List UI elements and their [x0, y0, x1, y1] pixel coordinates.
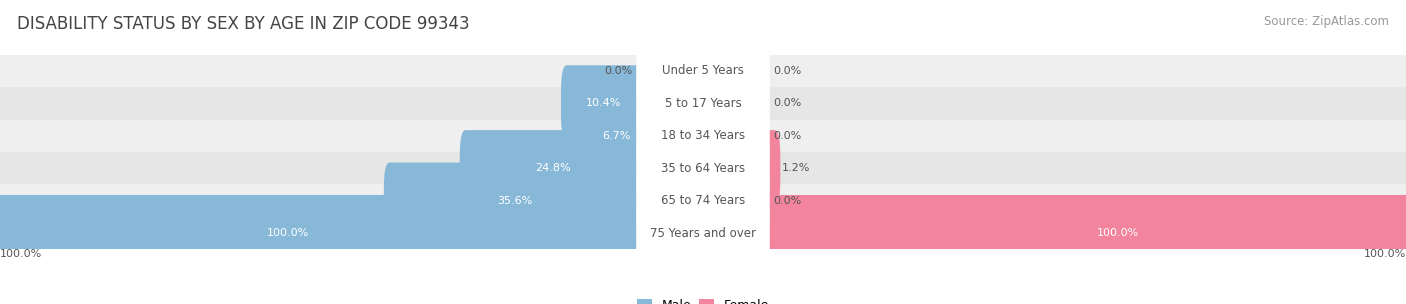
Bar — [0, 87, 1406, 119]
Bar — [0, 185, 1406, 217]
Text: 75 Years and over: 75 Years and over — [650, 226, 756, 240]
Text: 0.0%: 0.0% — [773, 131, 801, 141]
FancyBboxPatch shape — [637, 205, 770, 261]
Legend: Male, Female: Male, Female — [631, 294, 775, 304]
Text: 0.0%: 0.0% — [773, 66, 801, 76]
FancyBboxPatch shape — [761, 195, 1406, 271]
Bar — [0, 217, 1406, 249]
Text: 1.2%: 1.2% — [782, 163, 810, 173]
Text: 100.0%: 100.0% — [1364, 249, 1406, 259]
FancyBboxPatch shape — [384, 163, 645, 239]
FancyBboxPatch shape — [0, 195, 645, 271]
Text: 100.0%: 100.0% — [1097, 228, 1139, 238]
FancyBboxPatch shape — [588, 98, 645, 174]
FancyBboxPatch shape — [637, 75, 770, 132]
Text: Under 5 Years: Under 5 Years — [662, 64, 744, 78]
Text: 5 to 17 Years: 5 to 17 Years — [665, 97, 741, 110]
Text: 6.7%: 6.7% — [602, 131, 630, 141]
FancyBboxPatch shape — [561, 65, 645, 141]
Text: 35 to 64 Years: 35 to 64 Years — [661, 162, 745, 175]
FancyBboxPatch shape — [637, 172, 770, 229]
Text: 100.0%: 100.0% — [267, 228, 309, 238]
Text: 18 to 34 Years: 18 to 34 Years — [661, 129, 745, 142]
Text: 0.0%: 0.0% — [773, 196, 801, 206]
Text: 35.6%: 35.6% — [496, 196, 533, 206]
Text: 65 to 74 Years: 65 to 74 Years — [661, 194, 745, 207]
Bar — [0, 119, 1406, 152]
Bar — [0, 55, 1406, 87]
Bar — [0, 152, 1406, 185]
FancyBboxPatch shape — [637, 140, 770, 197]
FancyBboxPatch shape — [637, 107, 770, 164]
FancyBboxPatch shape — [637, 43, 770, 99]
Text: 0.0%: 0.0% — [773, 98, 801, 108]
Text: DISABILITY STATUS BY SEX BY AGE IN ZIP CODE 99343: DISABILITY STATUS BY SEX BY AGE IN ZIP C… — [17, 15, 470, 33]
Text: 100.0%: 100.0% — [0, 249, 42, 259]
Text: Source: ZipAtlas.com: Source: ZipAtlas.com — [1264, 15, 1389, 28]
Text: 0.0%: 0.0% — [605, 66, 633, 76]
FancyBboxPatch shape — [460, 130, 645, 206]
Text: 10.4%: 10.4% — [585, 98, 621, 108]
FancyBboxPatch shape — [761, 130, 780, 206]
Text: 24.8%: 24.8% — [534, 163, 571, 173]
